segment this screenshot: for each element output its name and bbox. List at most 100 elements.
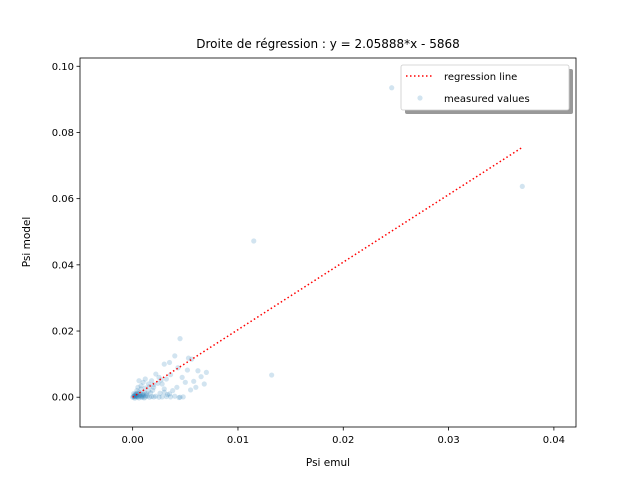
data-point	[179, 374, 185, 380]
data-point	[161, 389, 167, 395]
data-point	[134, 394, 140, 400]
data-point	[146, 394, 153, 400]
data-point	[167, 372, 174, 378]
data-point	[151, 382, 157, 388]
y-tick-label: 0.10	[52, 62, 74, 73]
data-point	[166, 359, 173, 366]
data-point	[203, 369, 209, 375]
data-point	[163, 393, 169, 400]
y-tick-label: 0.08	[52, 128, 74, 139]
data-point	[143, 390, 149, 397]
data-point	[143, 392, 149, 398]
data-point	[146, 384, 153, 390]
data-point	[180, 394, 186, 400]
legend-box	[400, 64, 570, 111]
data-point	[161, 361, 167, 367]
y-axis-label: Psi model	[21, 217, 33, 268]
x-axis: 0.00 0.01 0.02 0.03 0.04	[122, 427, 565, 446]
data-point	[142, 376, 148, 382]
x-tick-label: 0.01	[227, 435, 249, 446]
data-point	[170, 388, 176, 394]
data-point	[195, 368, 201, 374]
data-point	[151, 394, 157, 400]
data-point	[153, 393, 159, 399]
data-point	[144, 393, 150, 399]
data-point	[157, 390, 163, 396]
data-point	[159, 381, 165, 387]
data-point	[172, 353, 178, 359]
data-point	[172, 393, 178, 399]
data-point	[138, 386, 144, 392]
data-point	[141, 395, 147, 401]
x-axis-label: Psi emul	[306, 457, 350, 469]
data-point	[193, 384, 199, 390]
data-point	[184, 367, 191, 373]
y-tick-label: 0.02	[52, 327, 74, 338]
y-tick-label: 0.04	[52, 260, 74, 271]
plot-area	[130, 85, 525, 401]
data-point	[150, 387, 156, 393]
data-point	[140, 391, 146, 397]
data-point	[139, 391, 145, 398]
data-point	[149, 378, 155, 384]
data-point	[185, 355, 192, 361]
data-point	[135, 394, 141, 400]
data-point	[149, 393, 155, 400]
data-point	[251, 238, 257, 244]
data-point	[163, 376, 169, 382]
data-point	[164, 391, 171, 398]
data-point	[161, 386, 167, 392]
y-tick-label: 0.06	[52, 194, 74, 205]
data-point	[182, 379, 188, 385]
x-tick-label: 0.04	[543, 435, 565, 446]
data-point	[153, 371, 159, 377]
data-point	[158, 377, 164, 383]
y-tick-label: 0.00	[52, 393, 74, 404]
data-point	[201, 381, 207, 387]
legend-label-regression-line: regression line	[444, 72, 517, 83]
data-point	[156, 394, 162, 400]
data-point	[132, 394, 138, 400]
data-point	[147, 390, 154, 396]
data-point	[138, 393, 144, 400]
data-point	[159, 394, 165, 400]
data-point	[136, 393, 142, 399]
data-point	[174, 384, 180, 390]
data-point	[187, 387, 194, 393]
data-point	[136, 378, 142, 384]
axes-frame	[79, 57, 577, 428]
chart-title: Droite de régression : y = 2.05888*x - 5…	[196, 37, 460, 51]
data-point	[136, 395, 142, 401]
x-tick-label: 0.03	[437, 435, 459, 446]
y-axis: 0.00 0.02 0.04 0.06 0.08 0.10	[52, 62, 80, 404]
data-point	[177, 336, 183, 342]
data-point	[137, 392, 143, 398]
data-point	[131, 390, 137, 397]
data-point	[176, 394, 182, 401]
data-point	[167, 394, 174, 400]
data-point	[138, 383, 144, 389]
x-tick-label: 0.02	[332, 435, 354, 446]
data-point	[175, 365, 181, 371]
data-point	[166, 391, 173, 397]
x-tick-label: 0.00	[122, 435, 144, 446]
data-point	[134, 388, 140, 394]
data-point	[151, 384, 157, 390]
data-point	[135, 384, 141, 390]
legend-measured-values-swatch	[417, 95, 423, 101]
data-point	[191, 378, 197, 384]
data-point	[389, 85, 395, 91]
data-point	[142, 385, 148, 391]
data-point	[177, 394, 183, 400]
data-point	[269, 372, 275, 378]
data-point	[142, 394, 148, 400]
legend: regression line measured values	[400, 64, 573, 114]
data-point	[130, 394, 136, 400]
data-point	[145, 381, 152, 387]
legend-label-measured-values: measured values	[444, 94, 530, 105]
data-point	[139, 393, 145, 399]
data-point	[519, 183, 525, 190]
data-point	[134, 393, 140, 399]
data-point	[133, 392, 139, 398]
